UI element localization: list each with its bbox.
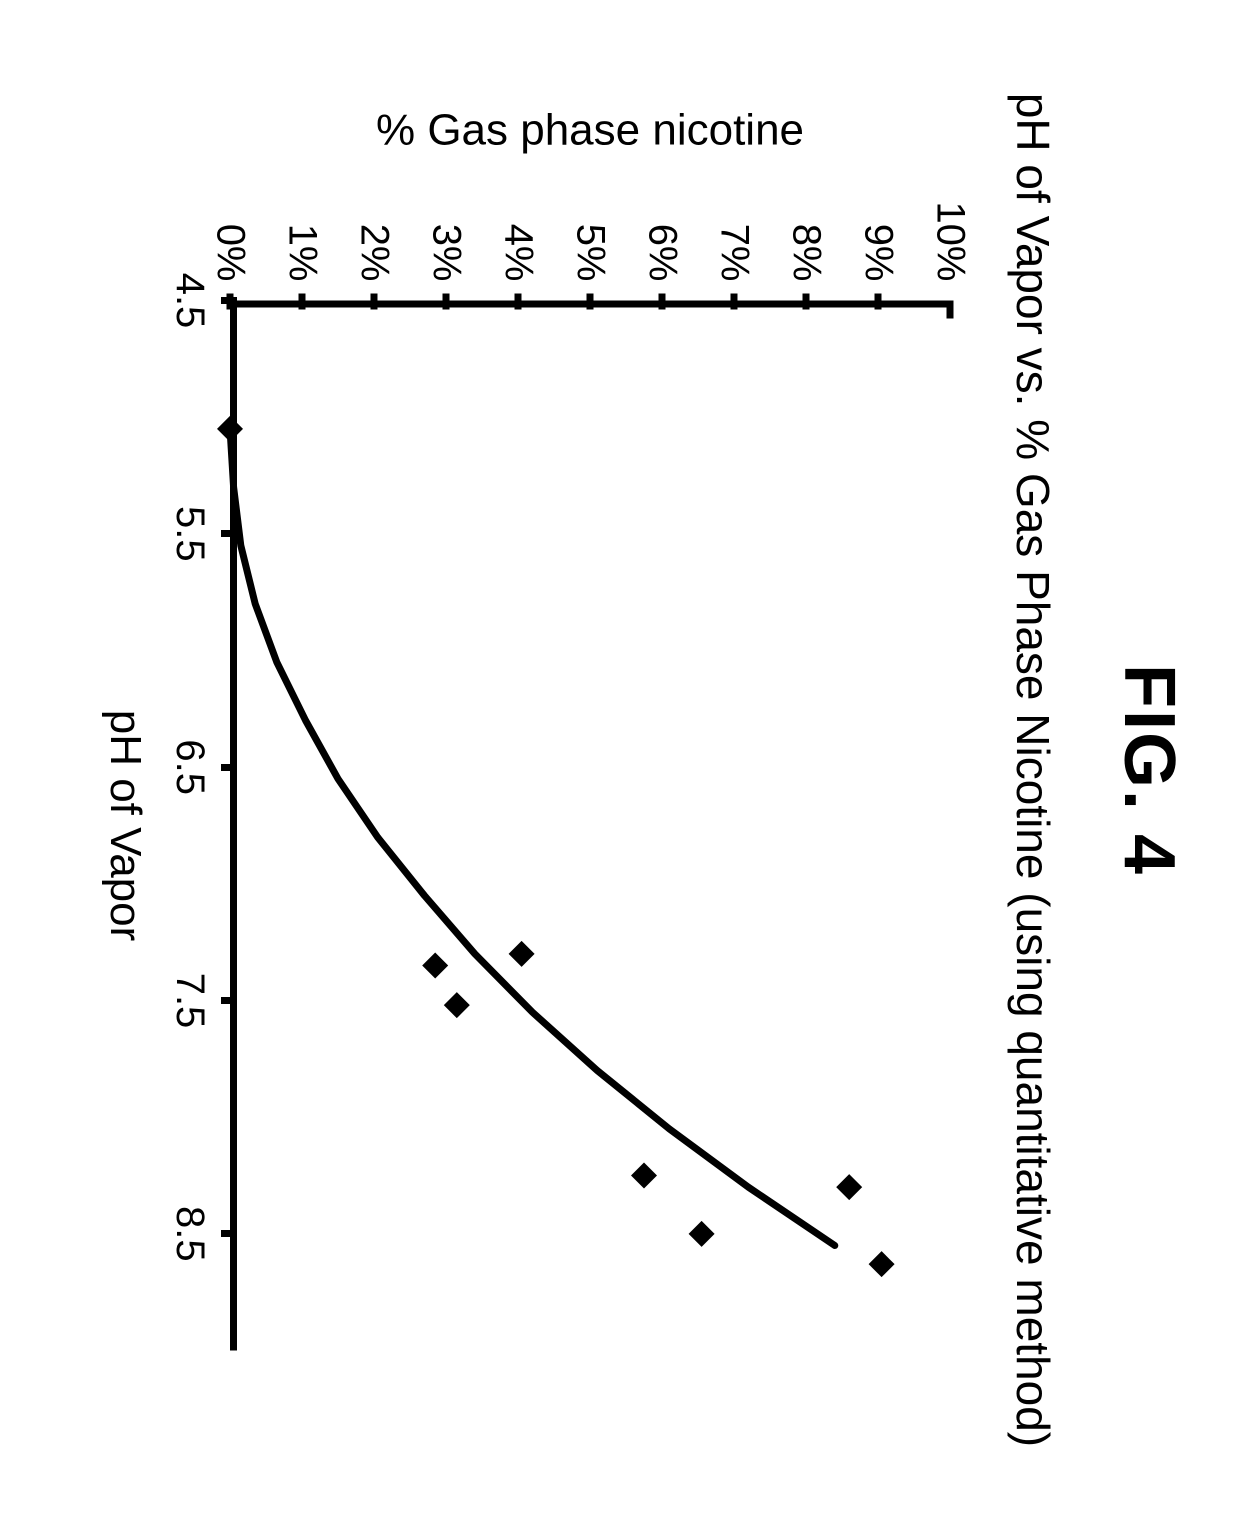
scatter-point bbox=[836, 1174, 862, 1200]
ytick-label: 5% bbox=[568, 223, 613, 281]
ytick-label: 9% bbox=[856, 223, 901, 281]
scatter-point bbox=[869, 1251, 895, 1277]
xtick-label: 7.5 bbox=[167, 972, 212, 1028]
ytick-label: 10% bbox=[928, 201, 973, 281]
ytick-label: 1% bbox=[280, 223, 325, 281]
scatter-point bbox=[444, 992, 470, 1018]
xtick-label: 8.5 bbox=[167, 1206, 212, 1262]
ytick-label: 3% bbox=[424, 223, 469, 281]
ytick-label: 6% bbox=[640, 223, 685, 281]
ytick-label: 7% bbox=[712, 223, 757, 281]
xtick-label: 5.5 bbox=[167, 506, 212, 562]
plot-svg bbox=[230, 300, 950, 1350]
page-root: FIG. 4 pH of Vapor vs. % Gas Phase Nicot… bbox=[0, 0, 1240, 1539]
ytick-label: 0% bbox=[208, 223, 253, 281]
x-axis-label: pH of Vapor bbox=[100, 709, 150, 941]
trend-curve bbox=[230, 428, 835, 1245]
ytick-label: 8% bbox=[784, 223, 829, 281]
xtick-label: 6.5 bbox=[167, 739, 212, 795]
scatter-point bbox=[217, 415, 243, 441]
ytick-label: 4% bbox=[496, 223, 541, 281]
y-axis-label: % Gas phase nicotine bbox=[376, 105, 804, 155]
scatter-point bbox=[689, 1220, 715, 1246]
scatter-point bbox=[422, 952, 448, 978]
figure-label: FIG. 4 bbox=[1108, 0, 1190, 1539]
scatter-point bbox=[631, 1162, 657, 1188]
ytick-label: 2% bbox=[352, 223, 397, 281]
rotated-canvas: FIG. 4 pH of Vapor vs. % Gas Phase Nicot… bbox=[0, 0, 1240, 1539]
scatter-point bbox=[509, 940, 535, 966]
figure-container: FIG. 4 pH of Vapor vs. % Gas Phase Nicot… bbox=[0, 0, 1240, 1539]
xtick-label: 4.5 bbox=[167, 272, 212, 328]
chart-title-text: pH of Vapor vs. % Gas Phase Nicotine (us… bbox=[1006, 0, 1060, 1539]
